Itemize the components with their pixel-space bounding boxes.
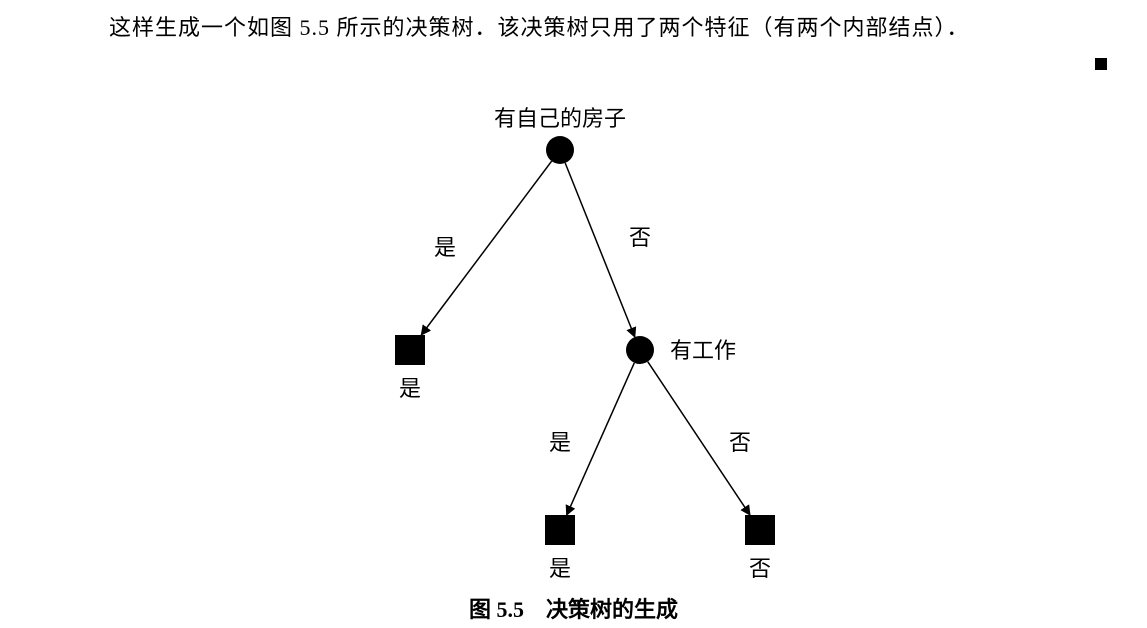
node-label: 否 bbox=[749, 556, 771, 581]
internal-node bbox=[546, 136, 574, 164]
node-label: 有自己的房子 bbox=[494, 106, 626, 131]
edge-label: 否 bbox=[629, 225, 651, 250]
leaf-node bbox=[545, 515, 575, 545]
node-label: 是 bbox=[399, 376, 421, 401]
node-label: 有工作 bbox=[670, 338, 736, 363]
tree-svg: 是否是否有自己的房子是有工作是否 bbox=[260, 90, 900, 590]
tree-edge bbox=[567, 363, 635, 515]
decision-tree-diagram: 是否是否有自己的房子是有工作是否 bbox=[260, 90, 900, 590]
edge-label: 否 bbox=[729, 430, 751, 455]
node-label: 是 bbox=[549, 556, 571, 581]
figure-caption: 图 5.5 决策树的生成 bbox=[0, 592, 1147, 624]
leaf-node bbox=[745, 515, 775, 545]
page: 这样生成一个如图 5.5 所示的决策树．该决策树只用了两个特征（有两个内部结点）… bbox=[0, 0, 1147, 628]
qed-box-icon bbox=[1095, 58, 1107, 70]
paragraph: 这样生成一个如图 5.5 所示的决策树．该决策树只用了两个特征（有两个内部结点）… bbox=[65, 10, 1085, 45]
edge-label: 是 bbox=[434, 235, 456, 260]
tree-edge bbox=[565, 163, 635, 337]
paragraph-text: 这样生成一个如图 5.5 所示的决策树．该决策树只用了两个特征（有两个内部结点）… bbox=[109, 15, 970, 40]
leaf-node bbox=[395, 335, 425, 365]
edge-label: 是 bbox=[549, 430, 571, 455]
internal-node bbox=[626, 336, 654, 364]
